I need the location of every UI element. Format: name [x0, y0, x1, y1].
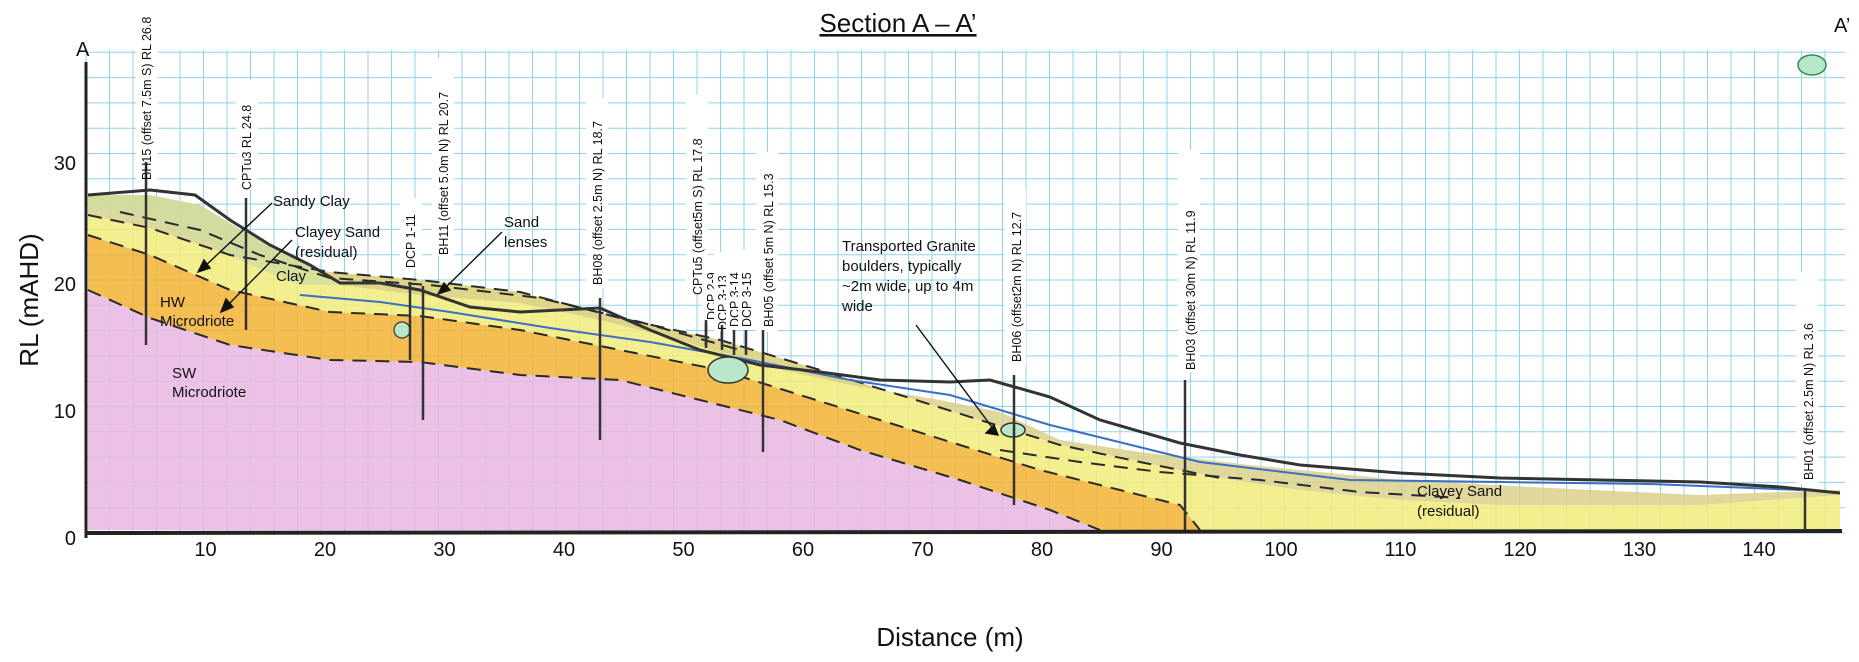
x-tick-label: 70 — [911, 539, 933, 561]
annotation-leaders — [196, 202, 1000, 436]
y-tick-label: 10 — [54, 401, 76, 423]
annotation-hw: HW — [160, 294, 186, 311]
leader-sandy-clay — [202, 202, 273, 269]
section-title: Section A – A’ — [819, 8, 976, 38]
borehole-label: CPTu5 (offset5m S) RL 17.8 — [691, 138, 705, 295]
borehole-label: BH08 (offset 2.5m N) RL 18.7 — [591, 121, 605, 285]
borehole-label-background — [236, 80, 258, 190]
boulder — [393, 321, 411, 339]
leader-sand-lenses — [442, 231, 503, 291]
borehole-label: BH03 (offset 30m N) RL 11.9 — [1184, 210, 1198, 370]
x-tick-label: 40 — [553, 539, 575, 561]
annotation-boulders-line1: Transported Granite — [842, 238, 976, 255]
annotation-boulders-line2: boulders, typically — [842, 258, 962, 275]
ground-surface-line — [87, 188, 1841, 495]
annotation-sw-microdiorite: Microdriote — [172, 384, 246, 401]
annotation-boulders-line4: wide — [841, 298, 873, 315]
borehole-label-background — [1004, 190, 1026, 366]
borehole-label: BH06 (offset2m N) RL 12.7 — [1010, 212, 1024, 362]
borehole-label: BH15 (offset 7.5m S) RL 26.8 — [140, 17, 154, 180]
hw-microdiorite-layer — [88, 235, 1200, 530]
borehole-label: BH11 (offset 5.0m N) RL 20.7 — [437, 92, 451, 255]
borehole-label: BH05 (offset 5m N) RL 15.3 — [762, 173, 776, 327]
x-axis-title: Distance (m) — [876, 622, 1023, 652]
groundwater-line — [299, 294, 1801, 491]
borehole-label-background — [1796, 272, 1818, 484]
annotation-clay: Clay — [276, 268, 307, 285]
borehole-label-background — [756, 152, 778, 332]
x-tick-label: 100 — [1264, 539, 1297, 561]
y-tick-labels: 0 10 20 30 — [54, 153, 76, 550]
x-tick-label: 20 — [314, 539, 336, 561]
boundary-sw — [87, 289, 1101, 531]
annotation-sand: Sand — [504, 214, 539, 231]
section-start-label: A — [76, 39, 90, 61]
annotation-boulders-line3: ~2m wide, up to 4m — [842, 278, 973, 295]
x-tick-label: 50 — [672, 539, 694, 561]
borehole-label: DCP 1-11 — [404, 214, 418, 268]
sw-microdiorite-layer — [88, 290, 1100, 530]
y-tick-label: 30 — [54, 153, 76, 175]
y-axis-title: RL (mAHD) — [14, 233, 44, 366]
leader-boulders — [915, 324, 995, 431]
annotation-clayey-sand: Clayey Sand — [295, 224, 380, 241]
annotation-clayey-sand-lower: Clayey Sand — [1417, 483, 1502, 500]
annotation-sw: SW — [172, 365, 197, 382]
annotation-hw-microdiorite: Microdriote — [160, 313, 234, 330]
annotation-sandy-clay: Sandy Clay — [273, 193, 350, 210]
arrowhead — [436, 281, 452, 296]
x-tick-label: 10 — [194, 539, 216, 561]
x-tick-label: 140 — [1742, 539, 1775, 561]
borehole-label: CPTu3 RL 24.8 — [240, 105, 254, 190]
y-tick-label: 0 — [65, 528, 76, 550]
layer-annotations: Sandy Clay Clayey Sand (residual) Clay S… — [160, 193, 1502, 520]
annotation-clayey-sand-lower-residual: (residual) — [1417, 503, 1480, 520]
section-end-label: A’ — [1834, 15, 1850, 37]
borehole-label-background — [738, 250, 756, 330]
boulder — [1797, 54, 1827, 76]
x-tick-label: 80 — [1031, 539, 1053, 561]
leader-clayey-sand — [225, 239, 293, 308]
borehole-label-background — [1178, 150, 1200, 372]
x-axis-line — [85, 529, 1843, 535]
arrowhead — [196, 258, 212, 274]
boundary-lower-slope — [999, 449, 1461, 499]
x-tick-label: 120 — [1503, 539, 1536, 561]
borehole-label-background — [400, 198, 422, 270]
x-tick-label: 90 — [1150, 539, 1172, 561]
arrowhead — [219, 297, 235, 314]
borehole-label-background — [136, 38, 158, 188]
annotation-clayey-sand-residual: (residual) — [295, 244, 358, 261]
x-tick-label: 60 — [792, 539, 814, 561]
boreholes: BH15 (offset 7.5m S) RL 26.8 CPTu3 RL 24.… — [136, 17, 1818, 530]
annotation-lenses: lenses — [504, 234, 547, 251]
y-tick-label: 20 — [54, 274, 76, 296]
x-tick-labels: 10 20 30 40 50 60 70 80 90 100 110 120 130 140 — [194, 539, 1775, 561]
x-tick-label: 110 — [1385, 539, 1417, 561]
borehole-label: DCP 3-15 — [740, 272, 754, 327]
boulder — [707, 356, 749, 384]
borehole-label-background — [432, 58, 454, 256]
borehole-label-background — [586, 98, 608, 288]
x-tick-label: 130 — [1623, 539, 1656, 561]
borehole-label: BH01 (offset 2.5m N) RL 3.6 — [1802, 323, 1816, 480]
arrowhead — [984, 423, 1000, 436]
x-tick-label: 30 — [433, 539, 455, 561]
borehole-label-background — [686, 95, 708, 295]
